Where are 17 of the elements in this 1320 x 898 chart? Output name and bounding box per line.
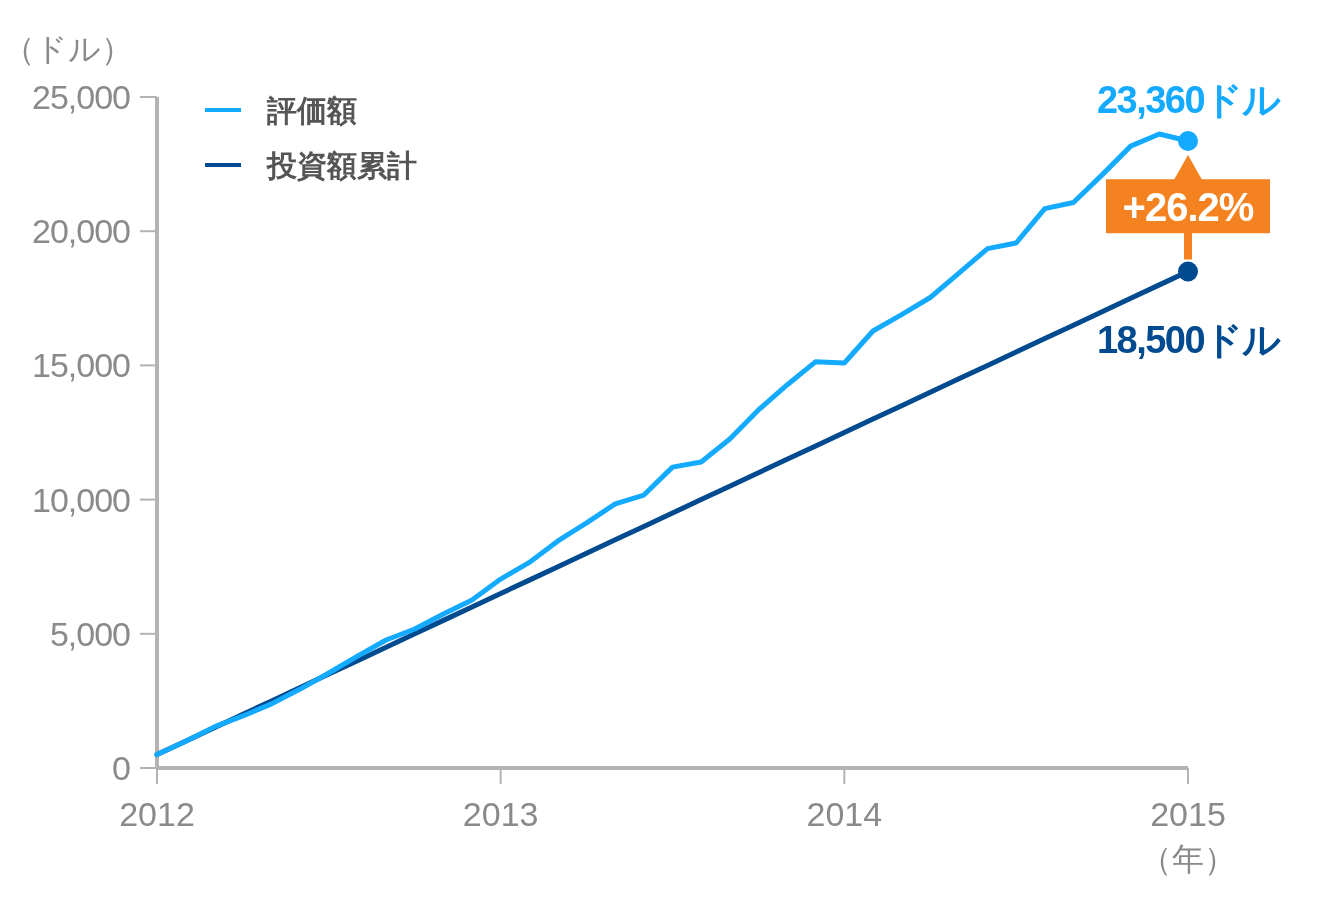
annotation: 18,500ドル: [1096, 319, 1281, 362]
y-tick-label: 5,000: [49, 614, 131, 653]
x-tick-label: 2013: [462, 795, 539, 833]
annotation: +26.2%: [1122, 185, 1254, 230]
annotation: 23,360ドル: [1096, 79, 1281, 122]
legend-label: 投資額累計: [266, 149, 417, 182]
legend-label: 評価額: [266, 94, 357, 127]
y-axis-title: （ドル）: [3, 31, 133, 67]
x-tick-label: 2014: [806, 795, 883, 833]
y-tick-label: 15,000: [32, 346, 131, 385]
x-tick-label: 2015: [1150, 795, 1226, 833]
y-tick-label: 20,000: [32, 212, 131, 251]
x-tick-label: 2012: [119, 795, 195, 833]
y-tick-label: 25,000: [32, 78, 131, 116]
y-tick-label: 10,000: [32, 480, 131, 519]
y-tick-label: 0: [112, 749, 131, 787]
x-axis-title: （年）: [1140, 841, 1236, 877]
